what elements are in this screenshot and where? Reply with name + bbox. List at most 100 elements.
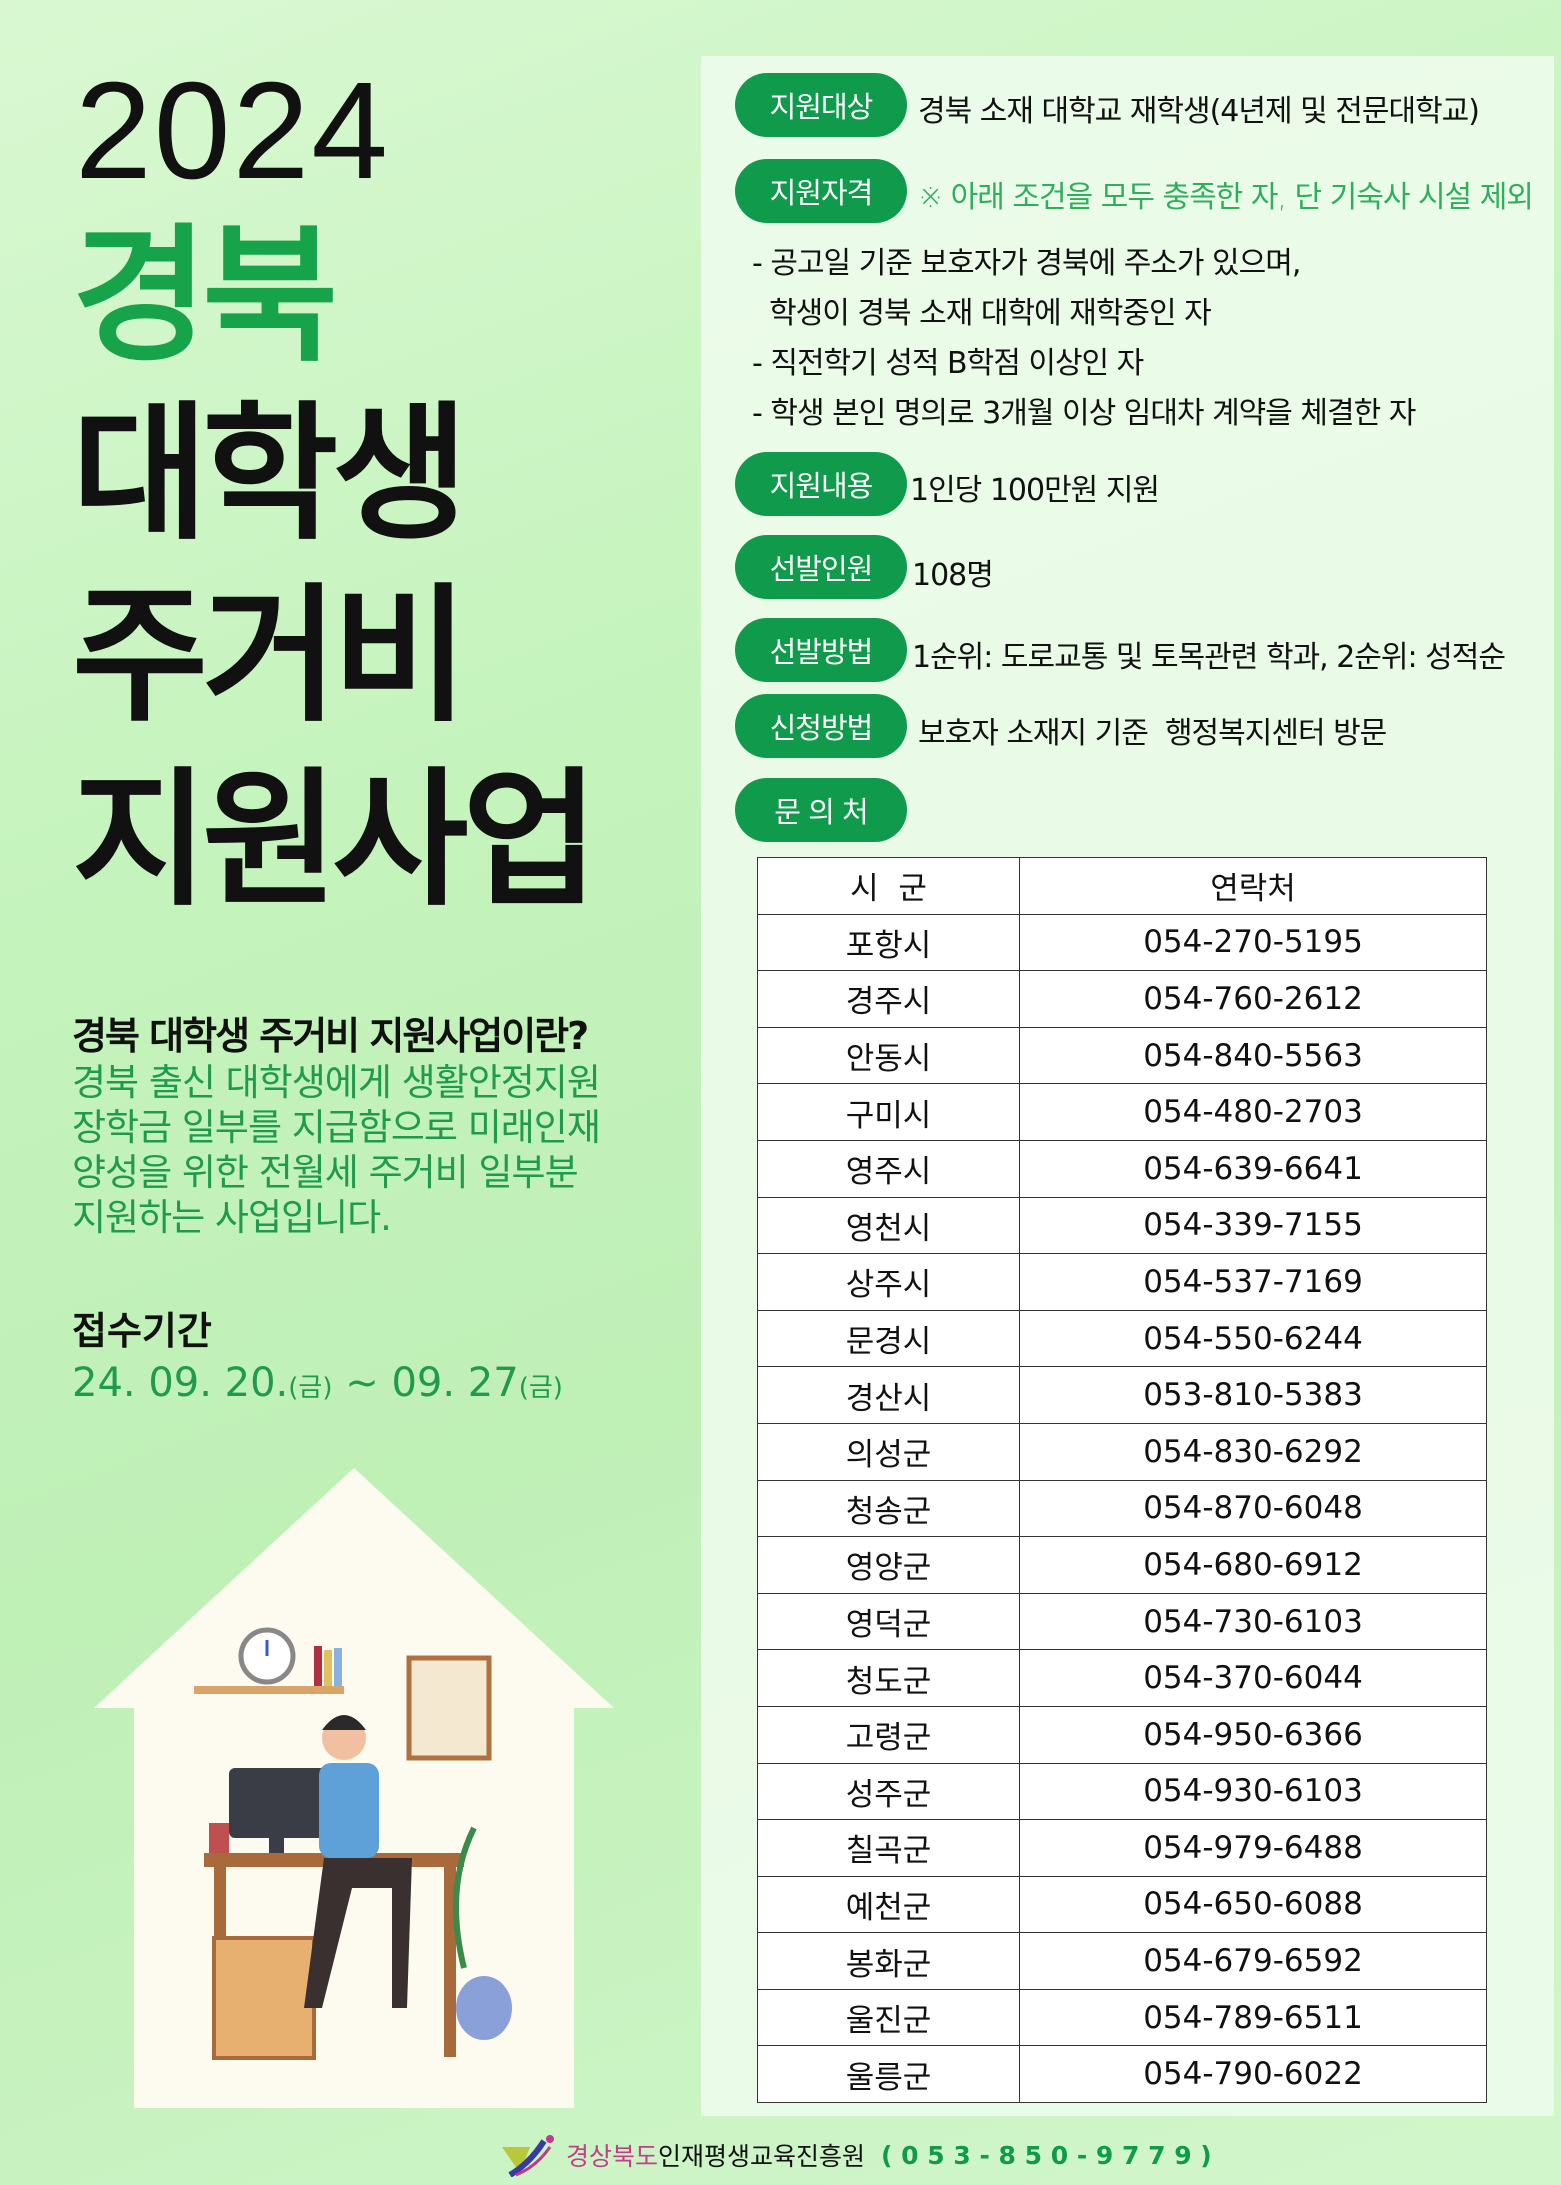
start-date: 24. 09. 20. (72, 1360, 289, 1406)
phone-cell: 054-550-6244 (1019, 1309, 1487, 1368)
region-cell: 청송군 (757, 1479, 1020, 1538)
region-cell: 봉화군 (757, 1932, 1020, 1990)
start-day: (금) (288, 1373, 333, 1403)
table-row: 울릉군 054-790-6022 (757, 2045, 1487, 2104)
title-region: 경북 (72, 210, 338, 382)
table-row: 영주시 054-639-6641 (757, 1139, 1487, 1198)
contact-table: 시 군 연락처 포항시 054-270-5195 경주시 054-760-2612 안동시… (757, 857, 1487, 2104)
region-cell: 영천시 (757, 1196, 1020, 1255)
end-date: 09. 27 (391, 1360, 519, 1406)
phone-cell: 054-480-2703 (1019, 1083, 1487, 1141)
intro-body: 경북 출신 대학생에게 생활안정지원 장학금 일부를 지급함으로 미래인재 양성… (72, 1060, 601, 1240)
house-illustration (94, 1468, 614, 2108)
org-name: 인재평생교육진흥원 (658, 2142, 866, 2171)
title-line: 지원사업 (72, 754, 599, 926)
period-label: 접수기간 (72, 1309, 212, 1353)
region-cell: 경주시 (757, 970, 1020, 1028)
label-content: 지원내용 (735, 452, 907, 516)
region-cell: 성주군 (757, 1762, 1020, 1821)
footer: 경상북도 인재평생교육진흥원 ( 0 5 3 - 8 5 0 - 9 7 7 9 … (500, 2133, 1212, 2177)
table-row: 영천시 054-339-7155 (757, 1196, 1487, 1255)
phone-cell: 054-370-6044 (1019, 1649, 1487, 1707)
phone-cell: 054-950-6366 (1019, 1705, 1487, 1764)
intro-line: 지원하는 사업입니다. (72, 1196, 392, 1239)
region-cell: 예천군 (757, 1875, 1020, 1934)
label-apply-method: 신청방법 (735, 694, 907, 758)
condition: - 학생 본인 명의로 3개월 이상 임대차 계약을 체결한 자 (752, 396, 1416, 431)
value-qualification: ※ 아래 조건을 모두 충족한 자, 단 기숙사 시설 제외 (918, 180, 1534, 215)
label-target: 지원대상 (735, 73, 907, 137)
condition: - 공고일 기준 보호자가 경북에 주소가 있으며, (752, 246, 1301, 281)
phone-cell: 054-979-6488 (1019, 1819, 1487, 1877)
region-cell: 고령군 (757, 1705, 1020, 1764)
phone-cell: 054-930-6103 (1019, 1762, 1487, 1821)
table-row: 청송군 054-870-6048 (757, 1479, 1487, 1538)
intro-line: 장학금 일부를 지급함으로 미래인재 (72, 1106, 601, 1149)
table-row: 의성군 054-830-6292 (757, 1422, 1487, 1481)
phone-cell: 054-830-6292 (1019, 1422, 1487, 1481)
header-region: 시 군 (757, 857, 1020, 915)
table-row: 성주군 054-930-6103 (757, 1762, 1487, 1821)
condition: - 직전학기 성적 B학점 이상인 자 (752, 346, 1144, 381)
region-cell: 영양군 (757, 1536, 1020, 1594)
table-row: 칠곡군 054-979-6488 (757, 1819, 1487, 1877)
table-row: 영양군 054-680-6912 (757, 1536, 1487, 1594)
region-cell: 의성군 (757, 1422, 1020, 1481)
header-phone: 연락처 (1019, 857, 1487, 915)
phone-cell: 054-680-6912 (1019, 1536, 1487, 1594)
table-row: 예천군 054-650-6088 (757, 1875, 1487, 1934)
end-day: (금) (518, 1373, 563, 1403)
table-row: 포항시 054-270-5195 (757, 913, 1487, 972)
table-row: 봉화군 054-679-6592 (757, 1932, 1487, 1990)
table-row: 영덕군 054-730-6103 (757, 1592, 1487, 1651)
intro-line: 양성을 위한 전월세 주거비 일부분 (72, 1151, 579, 1194)
table-row: 청도군 054-370-6044 (757, 1649, 1487, 1707)
value-target: 경북 소재 대학교 재학생(4년제 및 전문대학교) (918, 94, 1480, 129)
region-cell: 경산시 (757, 1366, 1020, 1424)
phone-cell: 054-870-6048 (1019, 1479, 1487, 1538)
value-apply-method: 보호자 소재지 기준 행정복지센터 방문 (918, 716, 1387, 751)
title-year: 2024 (75, 54, 390, 208)
label-contact: 문 의 처 (735, 778, 907, 842)
phone-cell: 054-270-5195 (1019, 913, 1487, 972)
label-selection-method: 선발방법 (735, 618, 907, 682)
date-separator: ~ (332, 1360, 392, 1406)
table-row: 경주시 054-760-2612 (757, 970, 1487, 1028)
phone-cell: 054-537-7169 (1019, 1253, 1487, 1311)
phone-cell: 054-730-6103 (1019, 1592, 1487, 1651)
phone-cell: 054-650-6088 (1019, 1875, 1487, 1934)
phone-cell: 054-840-5563 (1019, 1026, 1487, 1085)
table-row: 울진군 054-789-6511 (757, 1988, 1487, 2047)
region-cell: 울진군 (757, 1988, 1020, 2047)
phone-cell: 054-339-7155 (1019, 1196, 1487, 1255)
table-row: 안동시 054-840-5563 (757, 1026, 1487, 1085)
table-header: 시 군 연락처 (757, 857, 1487, 915)
value-content: 1인당 100만원 지원 (910, 473, 1160, 508)
value-selection-method: 1순위: 도로교통 및 토목관련 학과, 2순위: 성적순 (912, 640, 1506, 675)
phone-cell: 054-639-6641 (1019, 1139, 1487, 1198)
title-line: 대학생 (72, 388, 468, 560)
phone-cell: 054-789-6511 (1019, 1988, 1487, 2047)
region-cell: 포항시 (757, 913, 1020, 972)
table-row: 경산시 053-810-5383 (757, 1366, 1487, 1424)
region-cell: 청도군 (757, 1649, 1020, 1707)
region-cell: 영주시 (757, 1139, 1020, 1198)
region-cell: 상주시 (757, 1253, 1020, 1311)
org-name-region: 경상북도 (566, 2142, 659, 2171)
label-selection-count: 선발인원 (735, 535, 907, 599)
intro-heading: 경북 대학생 주거비 지원사업이란? (72, 1014, 589, 1058)
intro-line: 경북 출신 대학생에게 생활안정지원 (72, 1061, 601, 1104)
region-cell: 영덕군 (757, 1592, 1020, 1651)
phone-cell: 054-790-6022 (1019, 2045, 1487, 2104)
org-phone: ( 0 5 3 - 8 5 0 - 9 7 7 9 ) (881, 2140, 1212, 2170)
period-dates: 24. 09. 20.(금) ~ 09. 27(금) (72, 1360, 563, 1406)
region-cell: 울릉군 (757, 2045, 1020, 2104)
phone-cell: 054-679-6592 (1019, 1932, 1487, 1990)
value-selection-count: 108명 (912, 558, 994, 593)
phone-cell: 053-810-5383 (1019, 1366, 1487, 1424)
org-logo-icon (502, 2135, 554, 2177)
table-row: 구미시 054-480-2703 (757, 1083, 1487, 1141)
table-row: 고령군 054-950-6366 (757, 1705, 1487, 1764)
table-row: 상주시 054-537-7169 (757, 1253, 1487, 1311)
region-cell: 구미시 (757, 1083, 1020, 1141)
